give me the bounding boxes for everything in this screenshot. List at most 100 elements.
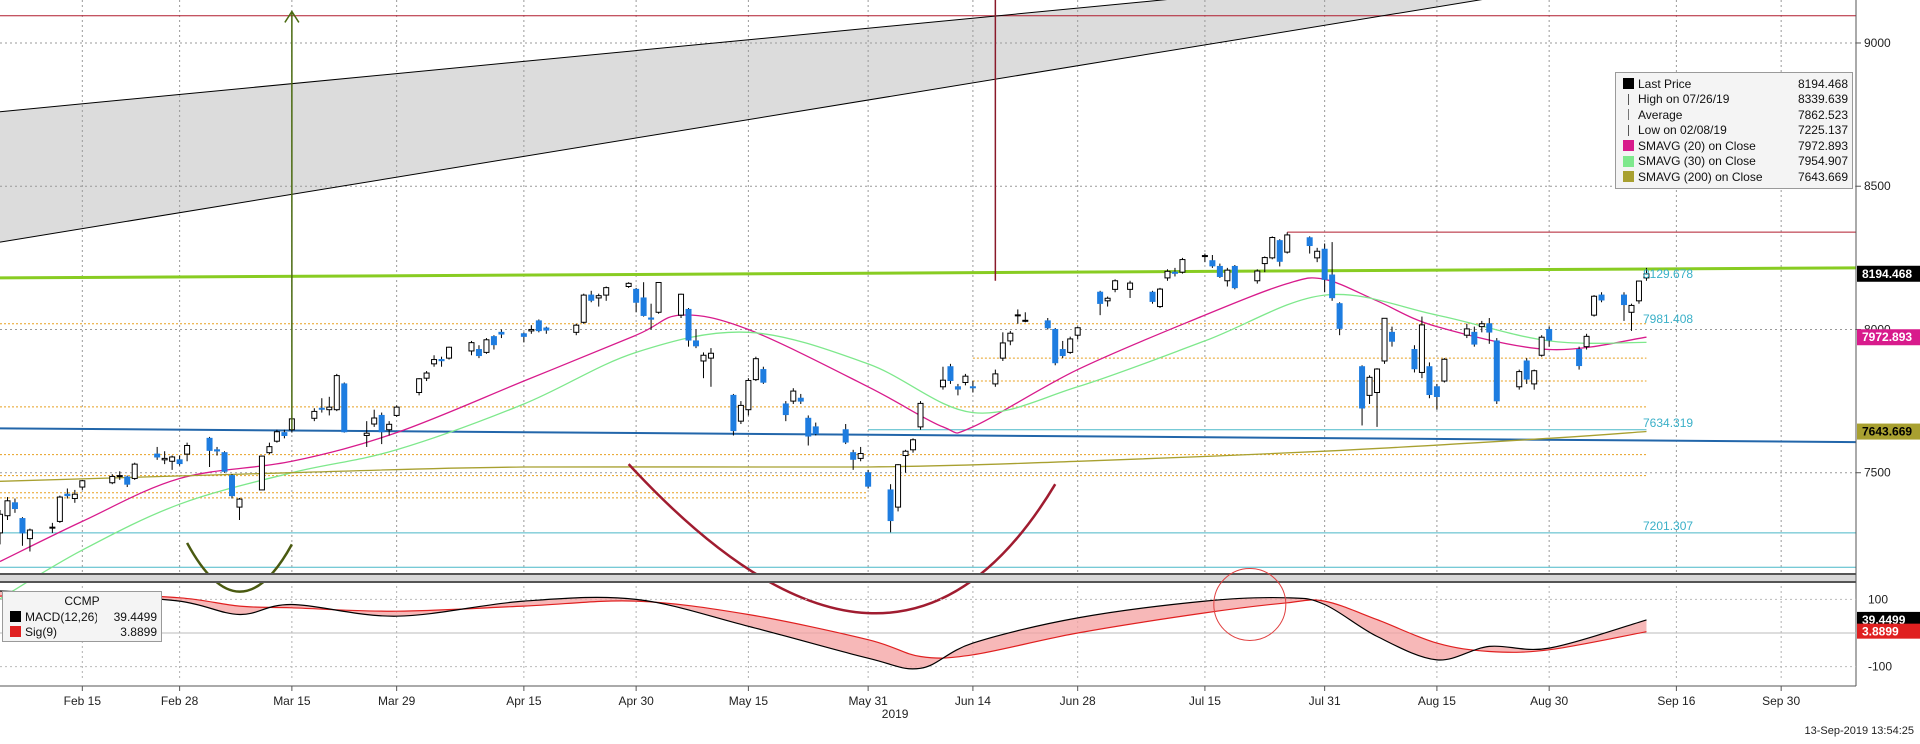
- x-tick-label: May 15: [729, 694, 769, 708]
- legend-label: High on 07/26/19: [1638, 92, 1730, 107]
- signal-label: Sig(9): [25, 624, 58, 639]
- black-square-icon: [10, 611, 21, 622]
- candle-body: [865, 472, 872, 487]
- candle-body: [71, 493, 78, 500]
- candle-body: [79, 480, 86, 488]
- x-tick-label: Aug 15: [1418, 694, 1456, 708]
- candle-body: [214, 449, 221, 452]
- candle-body: [1022, 319, 1029, 322]
- candle-body: [760, 369, 767, 383]
- legend-row: Last Price 8194.468: [1620, 76, 1848, 92]
- x-tick-label: Apr 30: [618, 694, 654, 708]
- candle-body: [1591, 295, 1598, 316]
- candle-body: [1314, 250, 1321, 259]
- high-marker-icon: [1628, 93, 1634, 105]
- candle-body: [1336, 303, 1343, 329]
- axis-value-label: 8194.468: [1862, 267, 1912, 281]
- candle-body: [1209, 260, 1216, 267]
- candle-body: [969, 386, 976, 389]
- candle-body: [1104, 297, 1111, 302]
- candle-body: [939, 379, 946, 388]
- candle-body: [745, 379, 752, 411]
- x-tick-label: Sep 30: [1762, 694, 1800, 708]
- x-tick-label: Jul 31: [1309, 694, 1341, 708]
- legend-label: SMAVG (30) on Close: [1638, 154, 1756, 169]
- candle-body: [1127, 282, 1134, 290]
- candle-body: [999, 342, 1006, 359]
- signal-line: [0, 593, 1647, 659]
- candle-body: [895, 464, 902, 508]
- candle-body: [1164, 270, 1171, 279]
- candle-body: [535, 320, 542, 332]
- candle-body: [1516, 371, 1523, 388]
- candle-body: [1463, 328, 1470, 336]
- year-label: 2019: [882, 707, 909, 721]
- candle-body: [1157, 288, 1163, 308]
- y-tick-label: 9000: [1864, 36, 1891, 50]
- legend-value: 7643.669: [1797, 169, 1848, 184]
- candle-body: [56, 496, 63, 522]
- candle-body: [1628, 304, 1635, 313]
- candle-body: [625, 282, 632, 288]
- candle-body: [468, 342, 475, 352]
- candle-body: [954, 386, 961, 390]
- axis-value-tag: [1857, 329, 1920, 346]
- candle-body: [790, 390, 797, 402]
- candle-body: [1418, 324, 1425, 373]
- legend-value: 8194.468: [1797, 76, 1848, 91]
- trend-line: [0, 266, 1857, 280]
- candle-body: [588, 294, 595, 301]
- red-square-icon: [10, 626, 21, 637]
- candle-body: [797, 397, 804, 402]
- candle-body: [1097, 291, 1104, 304]
- axis-value-label: 7972.893: [1862, 330, 1912, 344]
- candle-body: [1583, 335, 1590, 348]
- candle-body: [1269, 237, 1276, 259]
- candle-body: [1576, 349, 1583, 367]
- y-tick-label: 8500: [1864, 179, 1891, 193]
- color-swatch-icon: [1623, 78, 1634, 90]
- candle-body: [475, 349, 482, 357]
- candle-body: [1052, 328, 1059, 364]
- legend-label: SMAVG (200) on Close: [1638, 169, 1763, 184]
- candle-body: [258, 455, 265, 491]
- candle-body: [1171, 271, 1178, 274]
- candle-body: [528, 328, 535, 332]
- candle-body: [678, 293, 685, 316]
- candle-body: [109, 475, 116, 484]
- legend-row: SMAVG (20) on Close 7972.893: [1620, 138, 1848, 154]
- candle-body: [1523, 360, 1530, 380]
- candle-body: [707, 352, 714, 359]
- macd-value-tag: [1857, 623, 1920, 639]
- x-tick-label: Mar 15: [273, 694, 311, 708]
- candle-body: [1306, 237, 1313, 247]
- candle-body: [116, 475, 123, 478]
- y-tick-label: 7500: [1864, 466, 1891, 480]
- macd-tick-label: 100: [1868, 592, 1888, 606]
- candle-body: [693, 340, 699, 347]
- candle-body: [580, 294, 587, 323]
- legend-row: SMAVG (200) on Close 7643.669: [1620, 169, 1848, 185]
- candle-body: [1441, 358, 1448, 382]
- candle-body: [573, 324, 580, 333]
- candle-body: [1598, 294, 1605, 301]
- candle-body: [1538, 336, 1545, 356]
- legend-row: High on 07/26/19 8339.639: [1620, 92, 1848, 108]
- timestamp: 13-Sep-2019 13:54:25: [1804, 725, 1914, 737]
- candle-body: [236, 498, 243, 508]
- candle-body: [176, 459, 183, 465]
- candle-body: [857, 453, 864, 459]
- candle-body: [1366, 376, 1373, 396]
- x-tick-label: May 31: [848, 694, 888, 708]
- candle-body: [0, 513, 3, 534]
- candle-body: [273, 431, 280, 442]
- legend-label: Average: [1638, 107, 1683, 122]
- candle-body: [962, 375, 969, 383]
- candle-body: [1643, 273, 1650, 279]
- candle-body: [154, 453, 161, 458]
- candle-body: [266, 446, 273, 454]
- candle-body: [947, 366, 954, 381]
- trend-line: [0, 427, 1857, 444]
- candle-body: [603, 287, 610, 296]
